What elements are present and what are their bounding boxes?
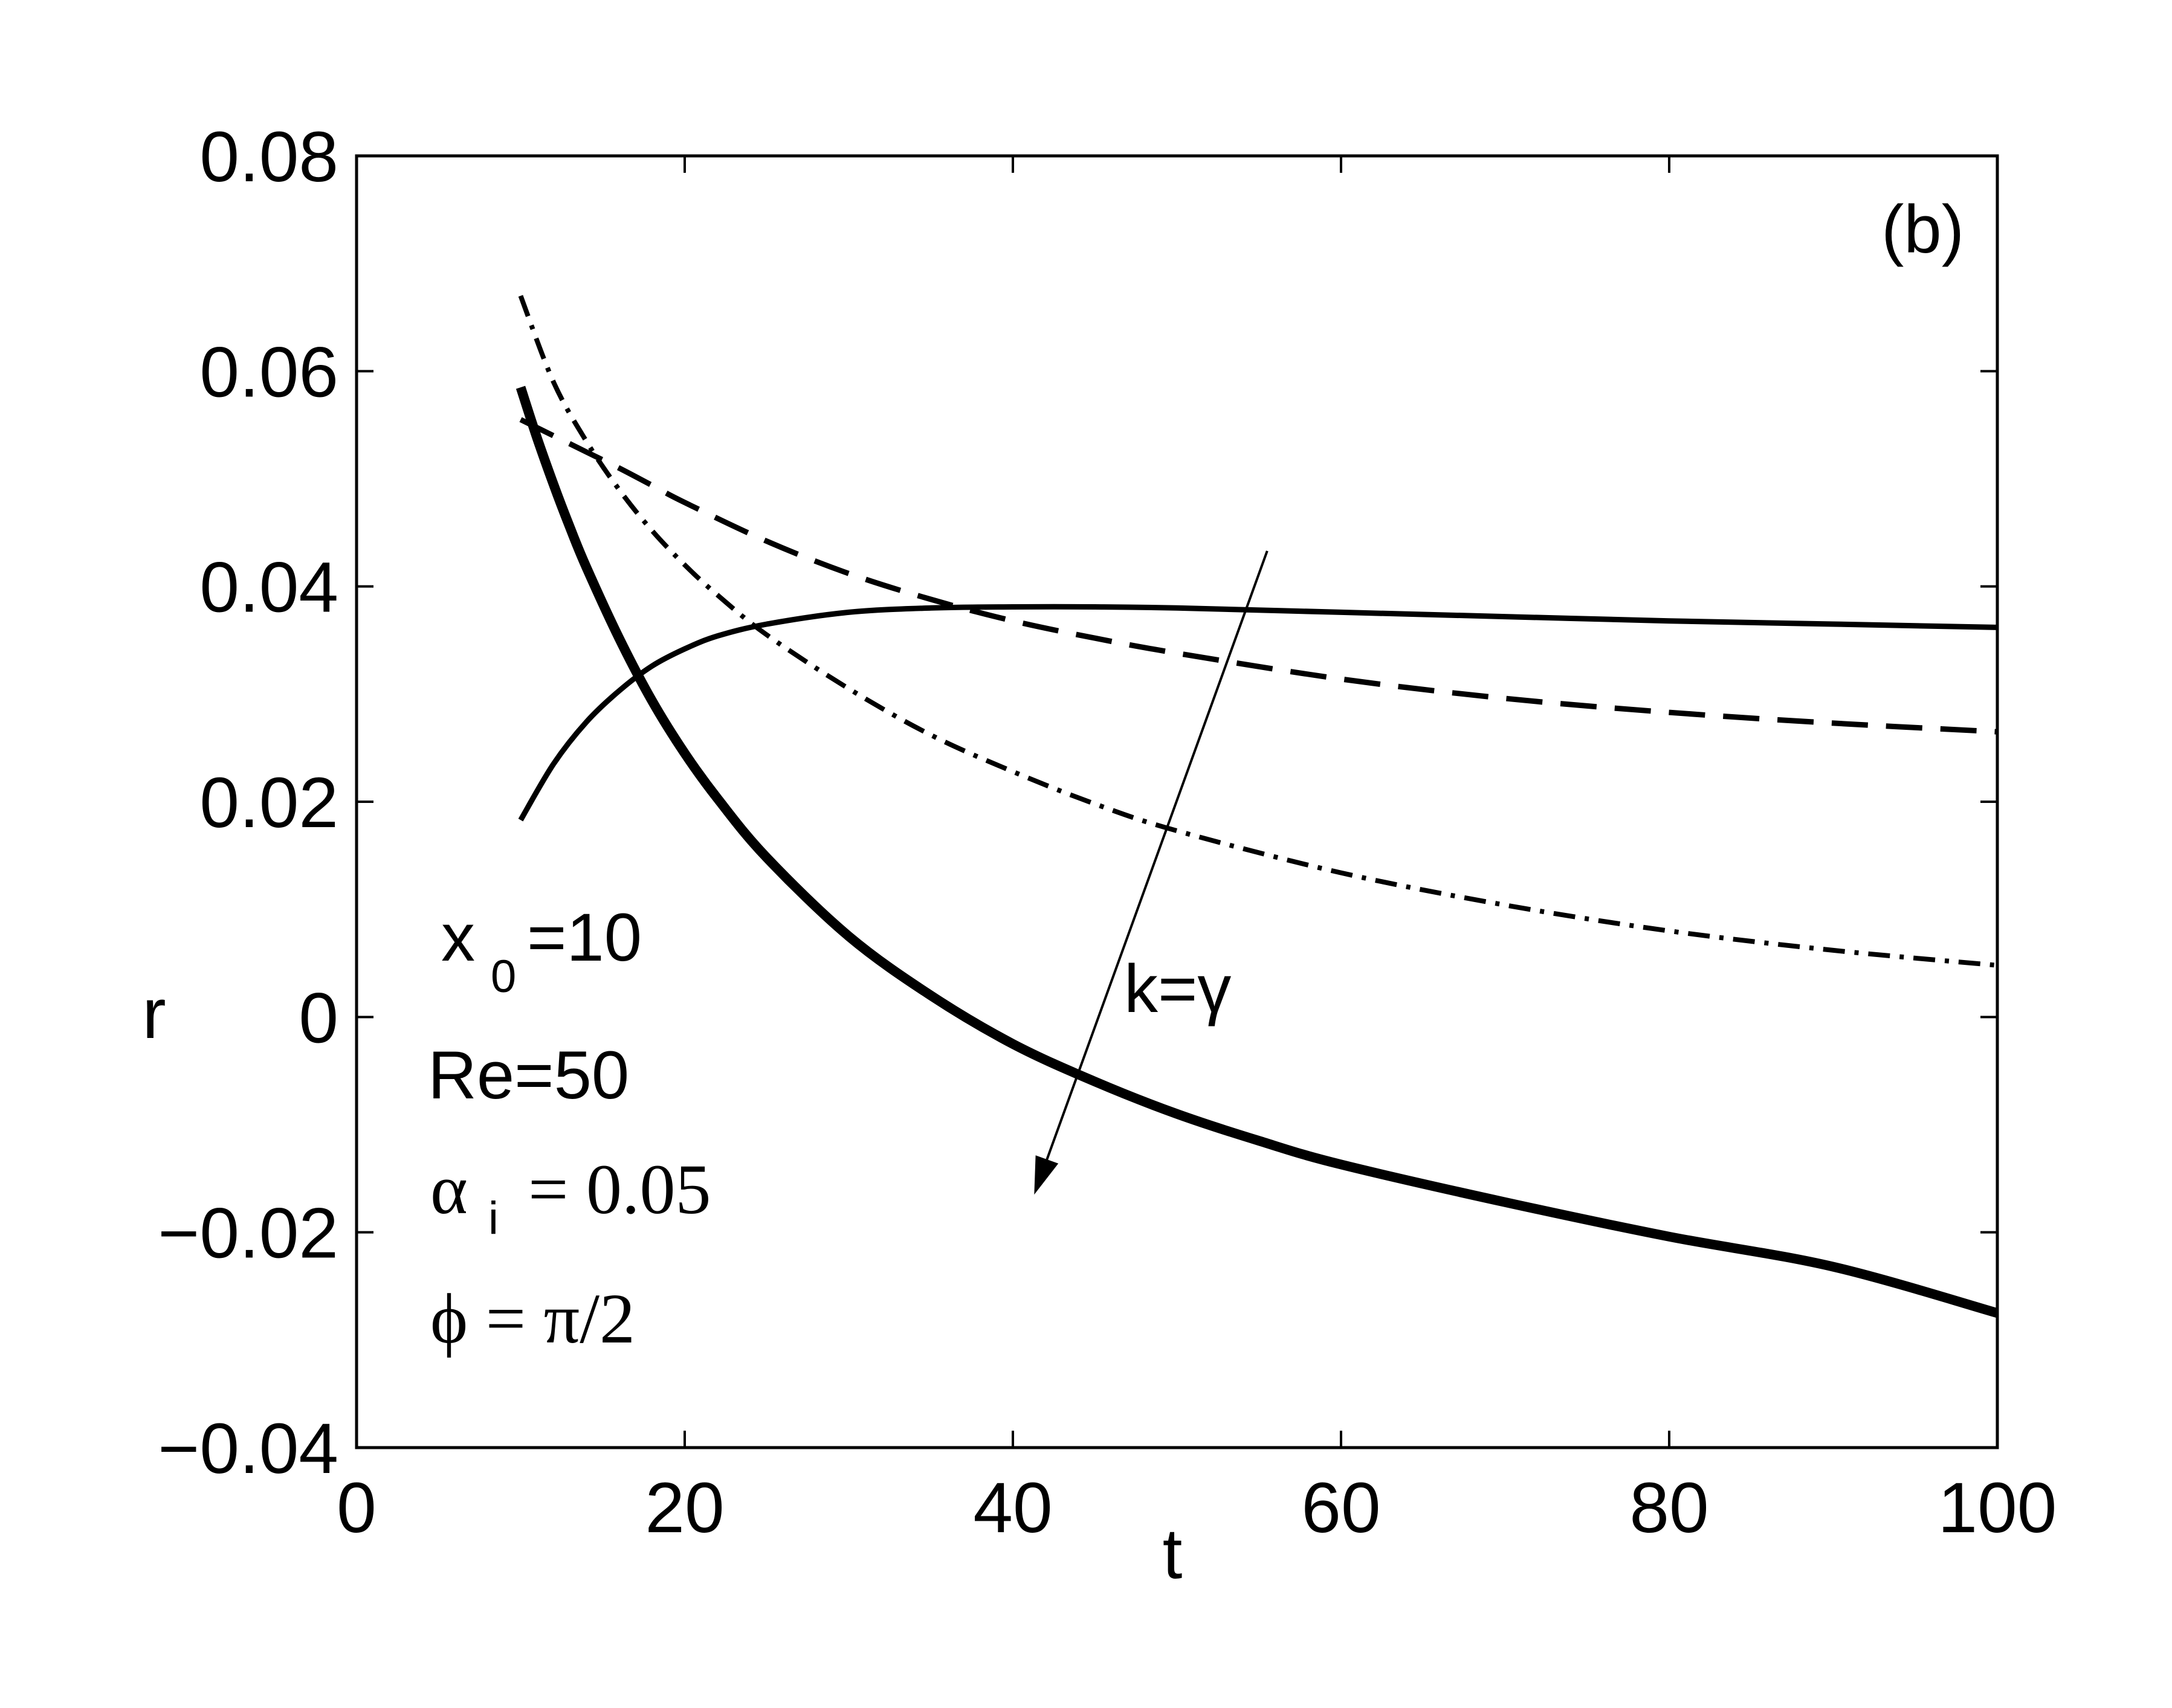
x-tick-label: 0 [337,1468,377,1548]
y-axis-label: r [142,974,166,1054]
annotation-re: Re=50 [428,1037,629,1113]
annotation-k-gamma: k=γ [1124,951,1231,1026]
y-tick-label: 0.08 [199,117,338,197]
annotation-phi: ϕ = π/2 [430,1279,635,1358]
series-dashed-line [519,417,1998,735]
series-dash-dot-line [518,295,1998,968]
x-tick-label: 40 [973,1468,1052,1548]
y-tick-label: 0.04 [199,548,338,628]
y-tick-label: 0.02 [199,763,338,843]
y-tick-label: −0.04 [158,1409,338,1489]
annotation-alpha-sub: i [488,1193,499,1244]
annotation-x0-sub: 0 [491,951,516,1002]
x-tick-label: 100 [1938,1468,2057,1548]
annotation-alpha-value: = 0.05 [528,1150,711,1229]
x-axis-label: t [1163,1514,1183,1594]
panel-label: (b) [1881,192,1964,267]
arrow-head [1034,1155,1059,1195]
arrow-shaft [1046,550,1269,1160]
k-gamma-arrow [1034,550,1269,1195]
y-tick-label: −0.02 [158,1194,338,1274]
x-tick-label: 80 [1629,1468,1708,1548]
y-tick-label: 0.06 [199,332,338,412]
annotation-alpha-main: α [430,1150,468,1229]
x-tick-label: 60 [1301,1468,1380,1548]
series-solid-thin-line [518,604,1998,822]
annotation-block: k=γ x 0 =10 Re=50 α i = 0.05 ϕ = π/2 [428,900,1231,1358]
x-tick-label: 20 [645,1468,724,1548]
annotation-x0-value: =10 [527,900,642,975]
y-tick-label: 0 [299,978,338,1058]
annotation-x0-main: x [441,900,475,975]
series-solid-thick-line [516,385,1999,1318]
tick-labels: 0 20 40 60 80 100 −0.04 −0.02 0 0.02 0.04 0.06 0.08 [158,117,2057,1548]
axis-ticks [355,155,1999,1449]
series-layer [516,295,1999,1318]
